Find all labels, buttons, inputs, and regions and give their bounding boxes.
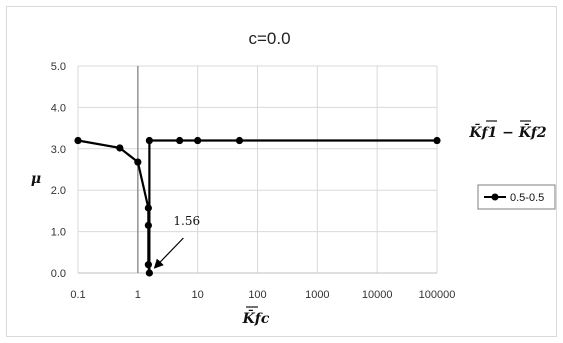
y-tick-label-3: 3.0 — [51, 144, 66, 156]
annotation-label: 1.56 — [173, 214, 200, 228]
data-point-2 — [134, 158, 142, 166]
x-axis-label: K̄fc — [242, 308, 270, 327]
legend: 0.5-0.5 — [477, 184, 556, 210]
legend-marker — [491, 193, 499, 201]
x-tick-label-6: 100000 — [419, 289, 456, 301]
chart-frame — [6, 6, 557, 337]
data-point-0 — [74, 136, 82, 145]
x-tick-label-3: 100 — [248, 289, 266, 301]
data-point-7 — [145, 136, 153, 145]
x-tick-label-2: 10 — [192, 289, 204, 301]
x-tick-label-1: 1 — [135, 289, 141, 301]
x-tick-label-0: 0.1 — [70, 289, 85, 301]
data-point-8 — [176, 136, 184, 145]
data-point-11 — [433, 136, 441, 145]
y-tick-label-2: 2.0 — [51, 185, 66, 197]
y-tick-label-1: 1.0 — [51, 227, 66, 239]
data-point-5 — [144, 261, 152, 269]
y-tick-label-0: 0.0 — [51, 268, 66, 280]
y-tick-labels: 0.0 1.0 2.0 3.0 4.0 5.0 — [51, 61, 66, 280]
data-point-9 — [194, 136, 202, 145]
x-axis-label-group: K̄fc — [242, 308, 270, 327]
y-axis-label: μ — [31, 171, 41, 187]
data-point-10 — [235, 136, 244, 145]
x-tick-label-5: 10000 — [362, 289, 393, 301]
chart-title: c=0.0 — [248, 29, 290, 48]
data-point-6 — [145, 269, 153, 277]
series-line-0 — [77, 139, 437, 274]
annotation: 1.56 — [153, 214, 200, 269]
y-tick-label-5: 5.0 — [51, 61, 66, 73]
y-tick-label-4: 4.0 — [51, 102, 66, 114]
x-tick-labels: 0.1 1 10 100 1000 10000 100000 — [70, 289, 455, 301]
series-0.5-0.5 — [74, 136, 441, 277]
data-point-1 — [116, 144, 124, 152]
data-point-4 — [144, 221, 152, 229]
grid — [77, 65, 438, 274]
data-point-3 — [144, 204, 152, 212]
x-tick-label-4: 1000 — [305, 289, 329, 301]
annotation-arrow — [153, 237, 184, 269]
legend-title: K̄f1 − K̄f2 — [468, 122, 547, 141]
legend-entry-label: 0.5-0.5 — [510, 192, 544, 204]
